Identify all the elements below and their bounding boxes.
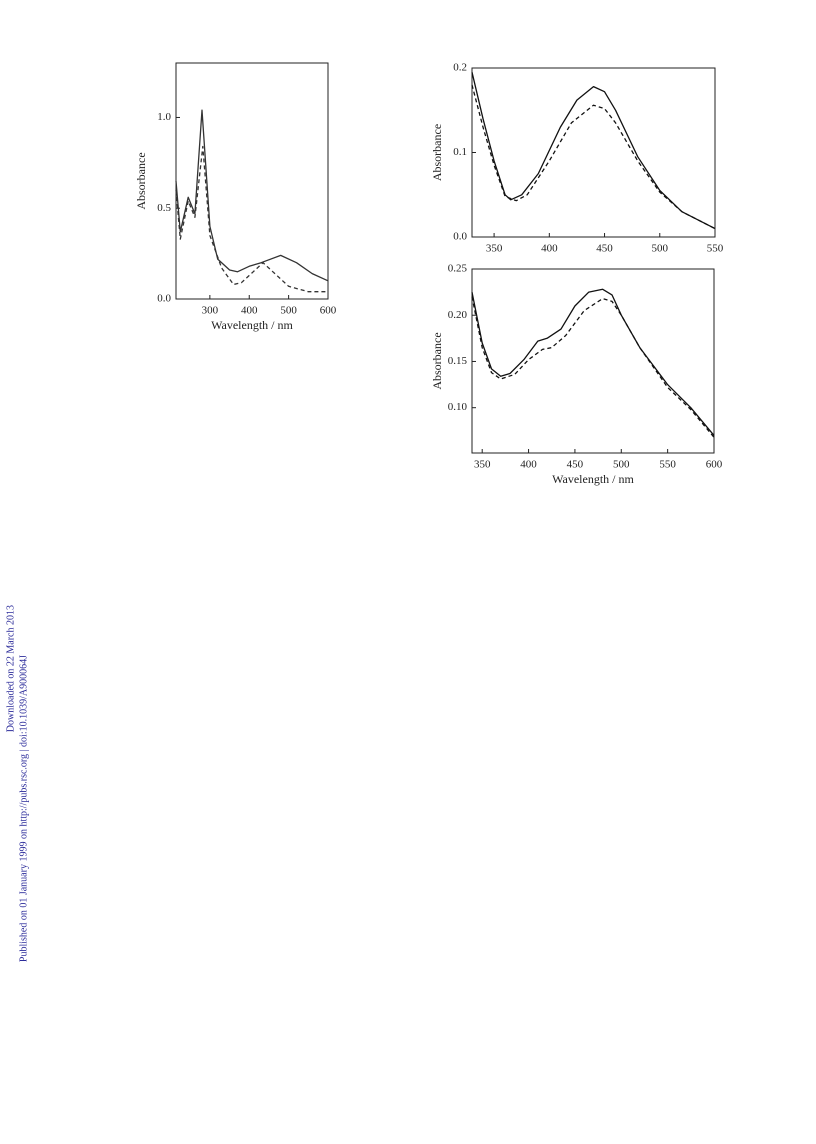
plot-frame <box>471 67 716 238</box>
x-axis-label: Wavelength / nm <box>552 472 634 486</box>
x-tick-label: 500 <box>280 305 297 317</box>
spectrum-line <box>471 288 715 436</box>
y-tick-label: 0.5 <box>157 202 171 214</box>
x-tick-label: 350 <box>474 459 491 471</box>
spectrum-line <box>175 109 329 282</box>
x-tick-label: 550 <box>659 459 676 471</box>
x-tick-label: 600 <box>320 305 337 317</box>
x-tick-label: 550 <box>707 243 724 255</box>
x-tick-label: 500 <box>613 459 630 471</box>
spectrum-line <box>471 72 716 230</box>
spectrum-line <box>471 296 715 438</box>
y-axis-label: Absorbance <box>430 124 444 181</box>
x-tick-label: 450 <box>567 459 584 471</box>
y-axis-label: Absorbance <box>134 152 148 209</box>
x-tick-label: 400 <box>520 459 537 471</box>
spectrum-line <box>175 145 328 293</box>
y-tick-label: 0.10 <box>448 401 468 413</box>
y-tick-label: 0.2 <box>453 62 467 74</box>
x-tick-label: 350 <box>486 243 503 255</box>
x-tick-label: 300 <box>202 305 219 317</box>
x-tick-label: 400 <box>541 243 558 255</box>
y-tick-label: 0.1 <box>453 146 467 158</box>
download-note: Downloaded on 22 March 2013 <box>5 605 16 732</box>
plot-frame <box>471 268 715 454</box>
x-tick-label: 600 <box>706 459 723 471</box>
publish-note: Published on 01 January 1999 on http://p… <box>18 655 29 962</box>
y-axis-label: Absorbance <box>430 332 444 389</box>
spectrum-line <box>471 84 716 230</box>
x-tick-label: 500 <box>652 243 669 255</box>
y-tick-label: 0.20 <box>448 309 468 321</box>
x-tick-label: 400 <box>241 305 258 317</box>
x-axis-label: Wavelength / nm <box>211 318 293 332</box>
y-tick-label: 0.0 <box>157 293 171 305</box>
y-tick-label: 1.0 <box>157 111 171 123</box>
y-tick-label: 0.0 <box>453 231 467 243</box>
y-tick-label: 0.25 <box>448 263 468 275</box>
x-tick-label: 450 <box>596 243 613 255</box>
y-tick-label: 0.15 <box>448 355 468 367</box>
